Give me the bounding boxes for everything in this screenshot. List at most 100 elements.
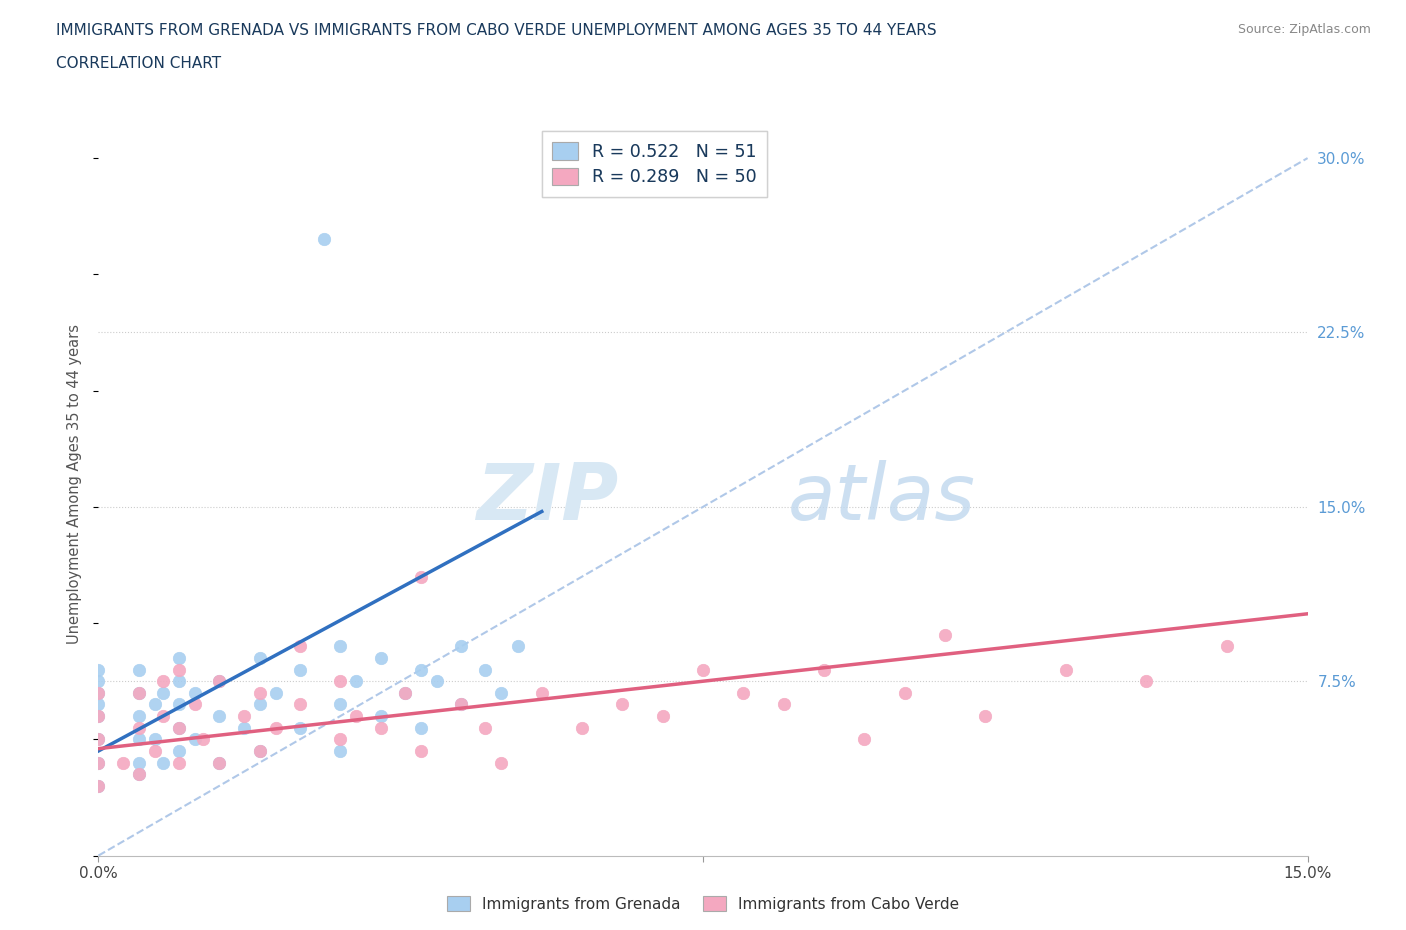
Point xyxy=(87,755,110,770)
Point xyxy=(409,744,432,759)
Point xyxy=(87,709,110,724)
Point xyxy=(128,685,150,700)
Point xyxy=(409,569,432,584)
Point xyxy=(87,685,110,700)
Point xyxy=(184,698,207,712)
Point xyxy=(128,720,150,735)
Point xyxy=(184,732,207,747)
Point xyxy=(491,685,513,700)
Point xyxy=(934,628,956,643)
Point xyxy=(370,651,392,666)
Point xyxy=(128,755,150,770)
Point xyxy=(87,755,110,770)
Point xyxy=(87,673,110,688)
Point xyxy=(87,662,110,677)
Point xyxy=(288,720,311,735)
Point xyxy=(893,685,915,700)
Point xyxy=(87,732,110,747)
Point xyxy=(128,685,150,700)
Point xyxy=(288,662,311,677)
Legend: Immigrants from Grenada, Immigrants from Cabo Verde: Immigrants from Grenada, Immigrants from… xyxy=(440,889,966,918)
Point xyxy=(193,732,215,747)
Point xyxy=(152,709,174,724)
Point xyxy=(128,766,150,781)
Point xyxy=(143,732,166,747)
Point xyxy=(344,709,367,724)
Point xyxy=(152,685,174,700)
Point xyxy=(87,709,110,724)
Y-axis label: Unemployment Among Ages 35 to 44 years: Unemployment Among Ages 35 to 44 years xyxy=(67,324,83,644)
Point xyxy=(409,662,432,677)
Point xyxy=(370,709,392,724)
Text: CORRELATION CHART: CORRELATION CHART xyxy=(56,56,221,71)
Point xyxy=(329,698,352,712)
Point xyxy=(208,755,231,770)
Text: ZIP: ZIP xyxy=(477,460,619,537)
Point xyxy=(329,732,352,747)
Point xyxy=(249,651,271,666)
Point xyxy=(167,720,190,735)
Point xyxy=(329,639,352,654)
Point xyxy=(249,698,271,712)
Point xyxy=(530,685,553,700)
Point xyxy=(87,732,110,747)
Point xyxy=(772,698,794,712)
Point xyxy=(208,673,231,688)
Point xyxy=(128,766,150,781)
Text: Source: ZipAtlas.com: Source: ZipAtlas.com xyxy=(1237,23,1371,36)
Point xyxy=(288,639,311,654)
Point xyxy=(692,662,714,677)
Point xyxy=(329,673,352,688)
Point xyxy=(450,698,472,712)
Point xyxy=(111,755,134,770)
Point xyxy=(344,673,367,688)
Point xyxy=(143,744,166,759)
Point xyxy=(651,709,673,724)
Point xyxy=(87,698,110,712)
Point xyxy=(1054,662,1077,677)
Point xyxy=(232,720,254,735)
Point xyxy=(853,732,876,747)
Point xyxy=(394,685,416,700)
Point xyxy=(208,709,231,724)
Point xyxy=(450,639,472,654)
Point xyxy=(249,744,271,759)
Point xyxy=(426,673,449,688)
Point xyxy=(288,698,311,712)
Point xyxy=(167,651,190,666)
Point xyxy=(450,698,472,712)
Point xyxy=(974,709,997,724)
Point xyxy=(249,744,271,759)
Point xyxy=(571,720,593,735)
Point xyxy=(87,778,110,793)
Point xyxy=(167,755,190,770)
Point xyxy=(474,662,496,677)
Point xyxy=(128,709,150,724)
Point xyxy=(167,673,190,688)
Point xyxy=(167,698,190,712)
Point xyxy=(474,720,496,735)
Point xyxy=(128,732,150,747)
Point xyxy=(264,685,287,700)
Point xyxy=(249,685,271,700)
Point xyxy=(394,685,416,700)
Point xyxy=(264,720,287,735)
Point xyxy=(232,709,254,724)
Point xyxy=(506,639,529,654)
Point xyxy=(167,720,190,735)
Point xyxy=(612,698,634,712)
Text: atlas: atlas xyxy=(787,460,976,537)
Point xyxy=(409,720,432,735)
Point xyxy=(1216,639,1239,654)
Point xyxy=(314,232,336,247)
Point xyxy=(152,755,174,770)
Point xyxy=(208,755,231,770)
Point xyxy=(491,755,513,770)
Point xyxy=(1135,673,1157,688)
Point xyxy=(167,744,190,759)
Point xyxy=(87,778,110,793)
Point xyxy=(87,685,110,700)
Text: IMMIGRANTS FROM GRENADA VS IMMIGRANTS FROM CABO VERDE UNEMPLOYMENT AMONG AGES 35: IMMIGRANTS FROM GRENADA VS IMMIGRANTS FR… xyxy=(56,23,936,38)
Point xyxy=(143,698,166,712)
Point xyxy=(184,685,207,700)
